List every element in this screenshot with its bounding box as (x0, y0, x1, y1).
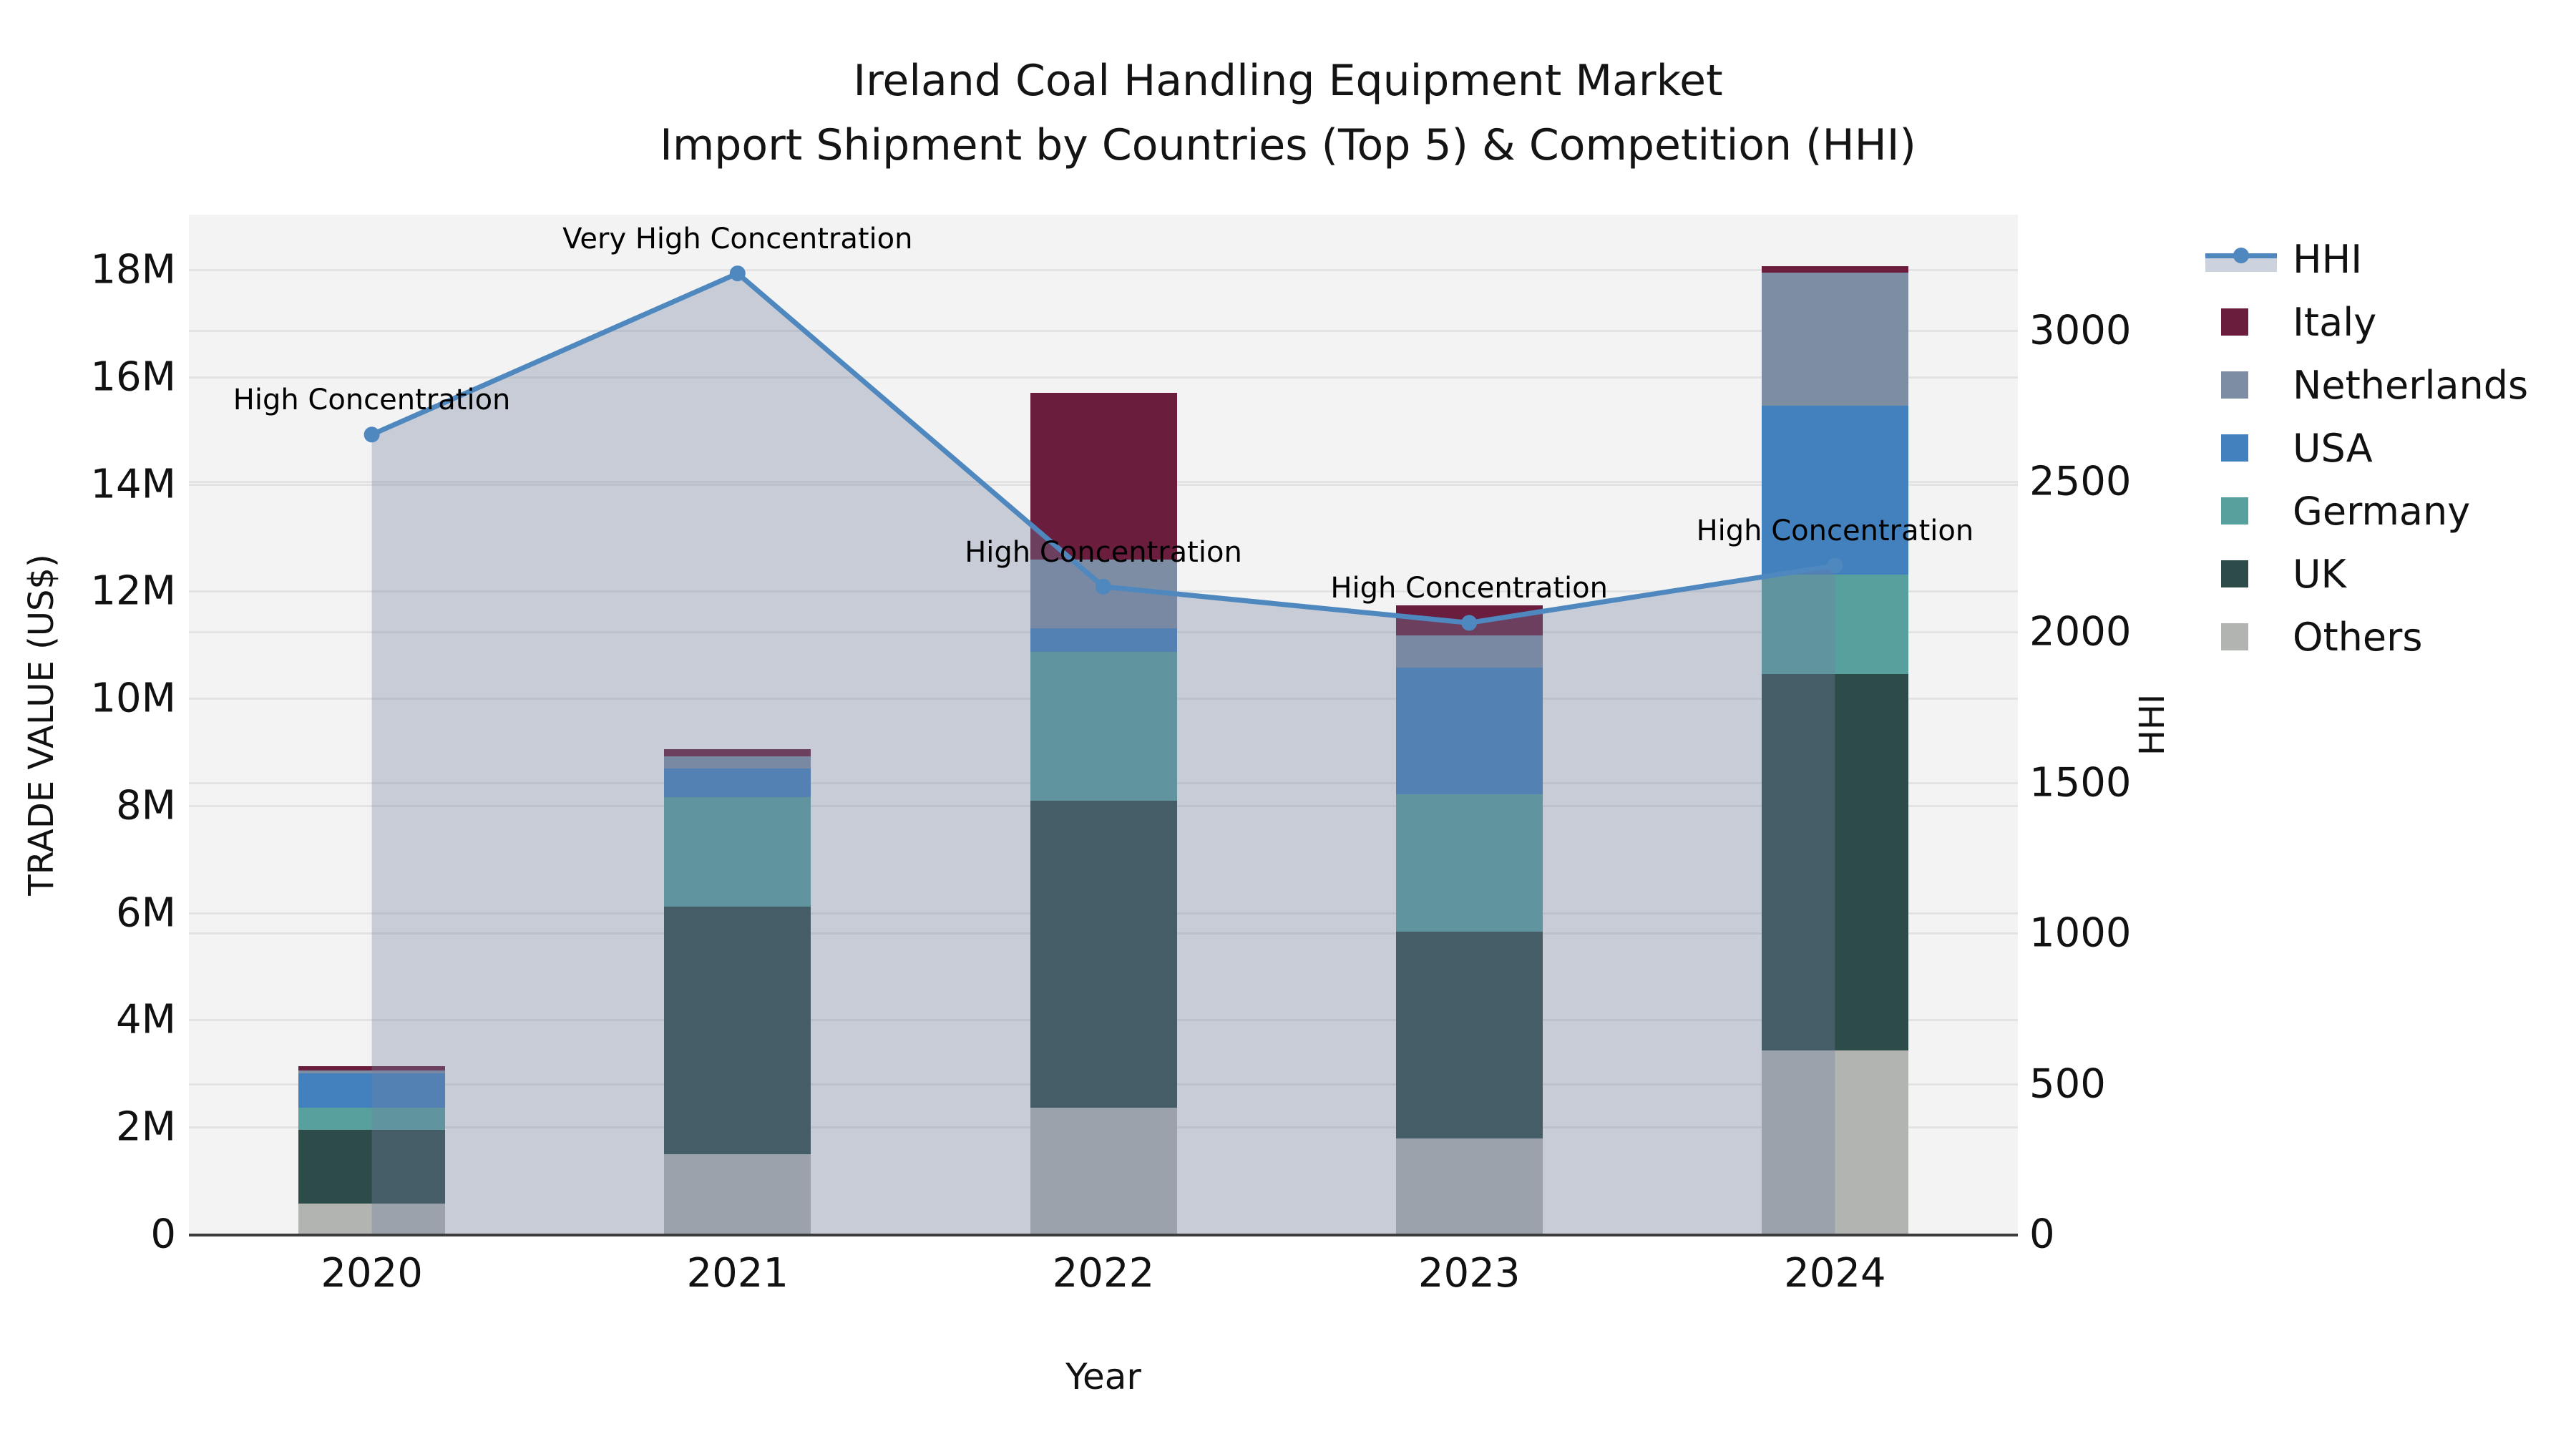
chart-title: Ireland Coal Handling Equipment Market I… (0, 49, 2576, 177)
chart-title-line1: Ireland Coal Handling Equipment Market (853, 56, 1723, 106)
left-tick-18M: 18M (90, 246, 176, 293)
hhi-line-icon-dot (2233, 248, 2249, 263)
left-tick-16M: 16M (90, 353, 176, 401)
left-tick-6M: 6M (116, 889, 176, 937)
bar-2023-others (1395, 1138, 1543, 1234)
x-tick-2020: 2020 (321, 1250, 423, 1297)
bar-2022-uk (1030, 801, 1177, 1108)
bar-2020-germany (298, 1108, 446, 1130)
right-axis-title: HHI (2132, 693, 2172, 756)
gridline-right-3000 (189, 330, 2018, 333)
gridline-left-18M (189, 269, 2018, 272)
legend-label-usa: USA (2293, 425, 2373, 471)
bar-2022-netherlands (1030, 560, 1177, 629)
legend-swatch-germany (2221, 497, 2248, 525)
right-tick-3000: 3000 (2029, 307, 2132, 354)
legend-item-uk[interactable]: UK (2205, 542, 2528, 605)
gridline-left-16M (189, 376, 2018, 379)
left-tick-10M: 10M (90, 675, 176, 722)
annotation-2020: High Concentration (233, 384, 511, 417)
annotation-2022: High Concentration (965, 535, 1242, 569)
bar-2021-others (664, 1153, 811, 1234)
bar-2023-uk (1395, 931, 1543, 1138)
bar-2023-usa (1395, 668, 1543, 795)
legend-label-netherlands: Netherlands (2293, 362, 2529, 408)
legend-item-others[interactable]: Others (2205, 605, 2528, 668)
left-tick-0: 0 (150, 1211, 176, 1258)
bar-2024-uk (1761, 674, 1908, 1051)
annotation-2023: High Concentration (1330, 572, 1608, 605)
left-tick-8M: 8M (116, 782, 176, 829)
bar-2021-uk (664, 906, 811, 1154)
annotation-2024: High Concentration (1696, 514, 1974, 548)
bar-2021-usa (664, 769, 811, 797)
legend-item-hhi[interactable]: HHI (2205, 228, 2528, 291)
bar-2020-usa (298, 1073, 446, 1108)
legend-swatch-others (2221, 623, 2248, 650)
x-tick-2022: 2022 (1052, 1250, 1155, 1297)
right-tick-2000: 2000 (2029, 608, 2132, 655)
right-tick-500: 500 (2029, 1060, 2106, 1107)
bar-2021-netherlands (664, 756, 811, 769)
left-tick-12M: 12M (90, 567, 176, 615)
annotation-2021: Very High Concentration (562, 223, 913, 256)
bar-2023-netherlands (1395, 635, 1543, 668)
right-tick-0: 0 (2029, 1211, 2055, 1258)
chart-title-line2: Import Shipment by Countries (Top 5) & C… (660, 120, 1916, 170)
legend-swatch-uk (2221, 560, 2248, 587)
left-tick-2M: 2M (116, 1103, 176, 1151)
x-axis-line (189, 1234, 2018, 1236)
bar-2020-others (298, 1204, 446, 1234)
bar-2023-italy (1395, 605, 1543, 635)
legend-item-usa[interactable]: USA (2205, 416, 2528, 479)
legend-label-italy: Italy (2293, 299, 2377, 345)
legend-label-hhi: HHI (2293, 236, 2363, 282)
bar-2024-usa (1761, 405, 1908, 575)
left-tick-14M: 14M (90, 461, 176, 508)
bar-2023-germany (1395, 794, 1543, 932)
legend-label-others: Others (2293, 614, 2423, 660)
bar-2022-usa (1030, 628, 1177, 653)
bar-2021-germany (664, 796, 811, 907)
legend-item-netherlands[interactable]: Netherlands (2205, 353, 2528, 416)
legend: HHI Italy Netherlands USA Germany UK Others (2205, 228, 2528, 668)
legend-swatch-italy (2221, 308, 2248, 336)
bar-2022-germany (1030, 652, 1177, 801)
bar-2024-others (1761, 1050, 1908, 1234)
bar-2022-others (1030, 1108, 1177, 1234)
x-axis-title: Year (1065, 1356, 1141, 1397)
legend-label-uk: UK (2293, 551, 2346, 597)
right-tick-1000: 1000 (2029, 909, 2132, 957)
right-tick-2500: 2500 (2029, 458, 2132, 505)
bar-2020-uk (298, 1129, 446, 1204)
legend-swatch-netherlands (2221, 371, 2248, 399)
legend-label-germany: Germany (2293, 488, 2471, 534)
bar-2021-italy (664, 749, 811, 757)
legend-swatch-usa (2221, 434, 2248, 462)
bar-2020-netherlands (298, 1070, 446, 1073)
bar-2024-netherlands (1761, 272, 1908, 406)
left-axis-title: TRADE VALUE (US$) (21, 553, 62, 896)
bar-2020-italy (298, 1065, 446, 1070)
bar-2024-italy (1761, 265, 1908, 273)
legend-item-italy[interactable]: Italy (2205, 291, 2528, 353)
hhi-line-icon (2205, 245, 2277, 273)
left-tick-4M: 4M (116, 996, 176, 1043)
right-tick-1500: 1500 (2029, 759, 2132, 806)
bar-2022-italy (1030, 392, 1177, 560)
x-tick-2024: 2024 (1784, 1250, 1886, 1297)
x-tick-2021: 2021 (686, 1250, 789, 1297)
bar-2024-germany (1761, 575, 1908, 675)
legend-item-germany[interactable]: Germany (2205, 479, 2528, 542)
x-tick-2023: 2023 (1418, 1250, 1521, 1297)
